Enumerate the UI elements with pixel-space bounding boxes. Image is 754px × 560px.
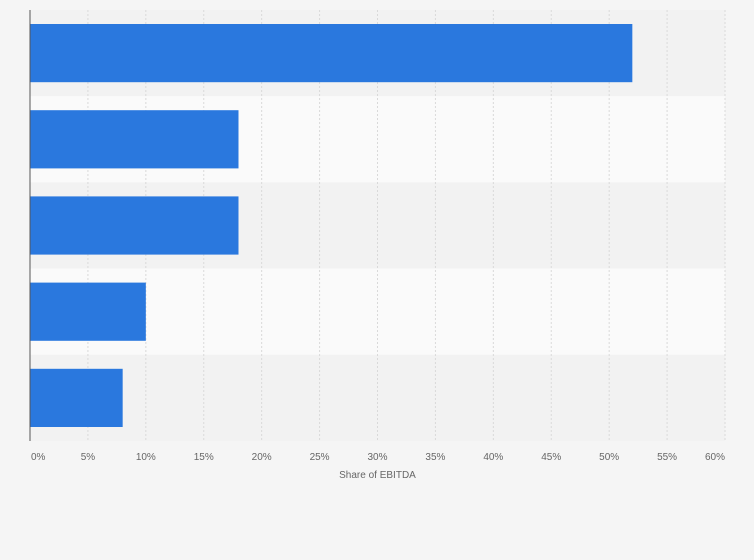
bars [30,24,633,427]
bar [30,368,123,427]
x-tick-label: 35% [425,452,445,463]
x-tick-label: 50% [599,452,619,463]
x-axis-title: Share of EBITDA [339,470,416,481]
x-tick-label: 55% [657,452,677,463]
bar [30,110,239,169]
x-tick-label: 40% [483,452,503,463]
x-tick-label: 20% [252,452,272,463]
bar [30,24,633,83]
x-axis-ticks: 0% 5% 10% 15% 20% 25% 30% 35% 40% 45% 50% 55% 60% [31,452,725,463]
x-tick-label: 60% [705,452,725,463]
x-tick-label: 0% [31,452,46,463]
x-tick-label: 15% [194,452,214,463]
x-tick-label: 10% [136,452,156,463]
x-tick-label: 45% [541,452,561,463]
bar [30,196,239,255]
bar [30,282,146,341]
x-tick-label: 5% [81,452,96,463]
x-tick-label: 25% [310,452,330,463]
x-tick-label: 30% [367,452,387,463]
